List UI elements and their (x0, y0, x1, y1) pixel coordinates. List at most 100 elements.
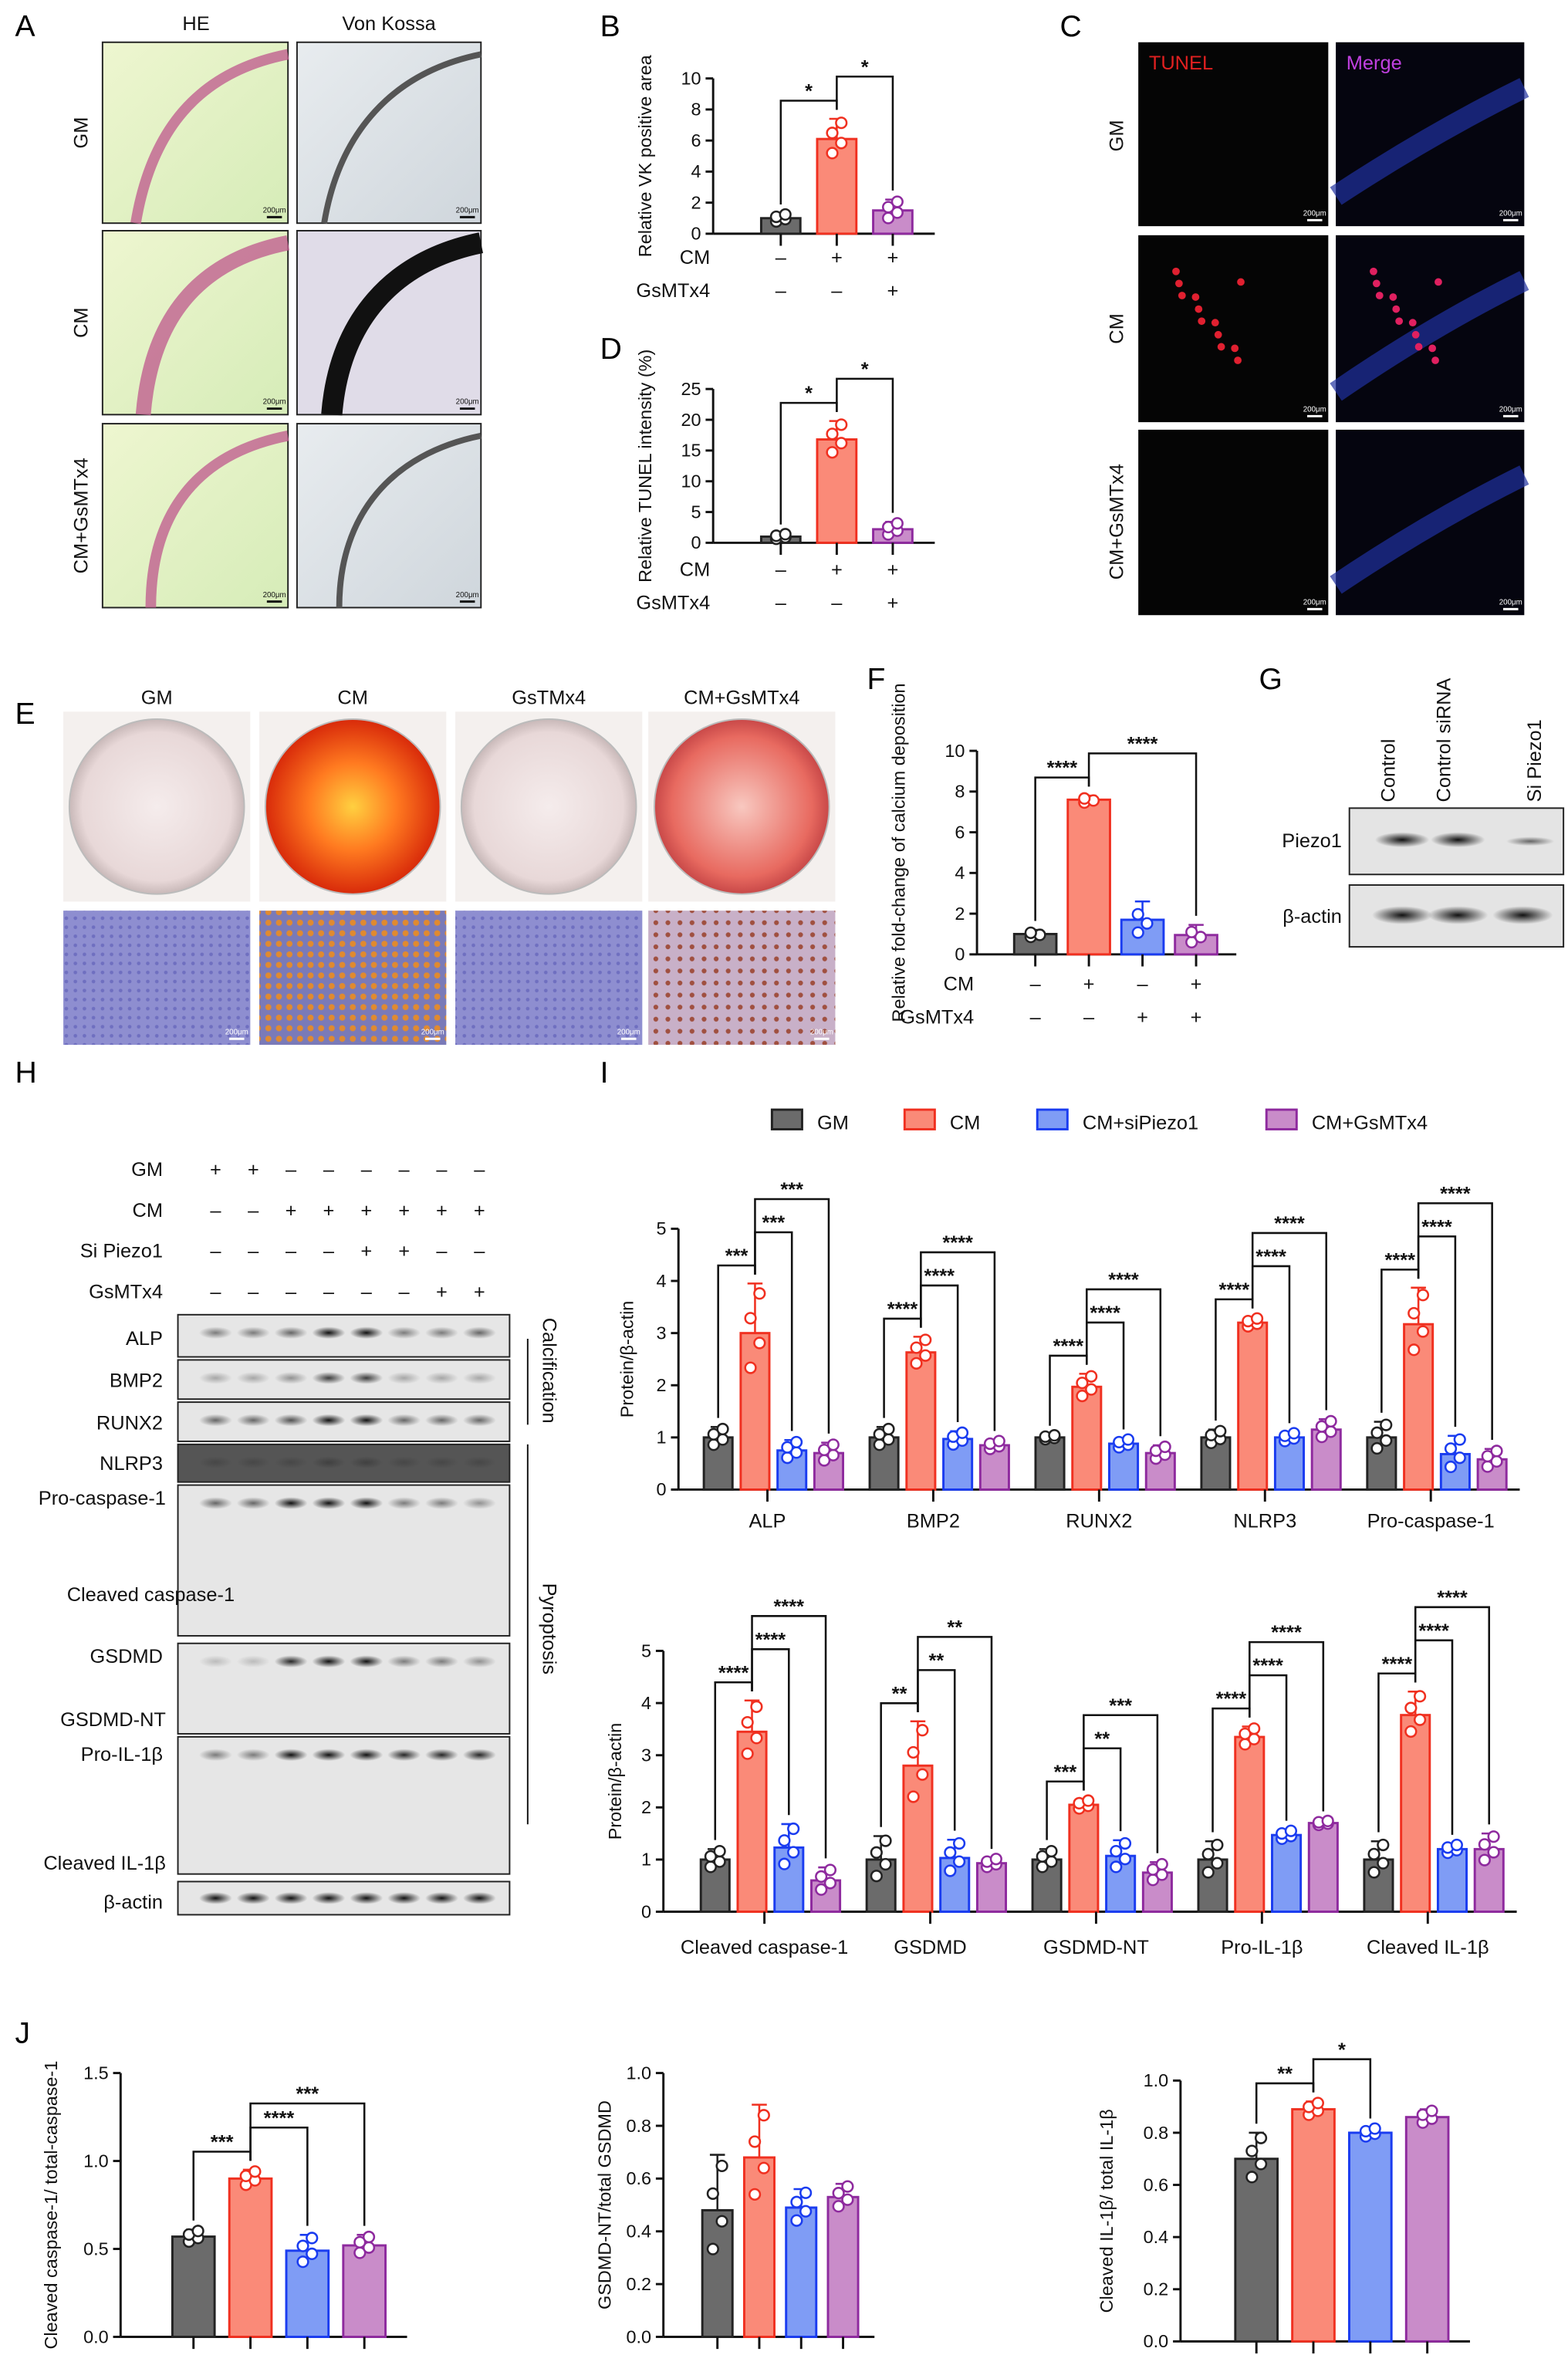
blot-label: Cleaved caspase-1 (67, 1584, 235, 1606)
treatment-value: – (323, 1281, 335, 1303)
significance-label: *** (1054, 1762, 1077, 1783)
lane-label: Si Piezo1 (1524, 719, 1546, 802)
data-point (296, 2255, 309, 2269)
y-tick-label: 0 (641, 1901, 651, 1921)
data-point (1315, 1420, 1328, 1433)
panel-label: F (867, 663, 885, 696)
condition-label: GsMTx4 (900, 1007, 974, 1029)
blot-label: Pro-caspase-1 (39, 1488, 166, 1509)
data-point (916, 1724, 929, 1737)
bar (736, 1730, 768, 1913)
column-header: GM (141, 687, 173, 708)
treatment-value: – (286, 1281, 297, 1303)
legend-swatch (1036, 1108, 1069, 1130)
condition-value: + (1137, 1007, 1148, 1029)
legend-label: CM+GsMTx4 (1312, 1112, 1428, 1134)
chart-i-top: 0 1 2 3 4 5 Protein/β-actin ALP BMP2 RUNX2 NLRP3 Pr… (617, 1179, 1520, 1532)
y-tick-label: 1 (641, 1850, 651, 1870)
bar (826, 2195, 860, 2338)
blot-band (387, 1414, 421, 1427)
data-point (1078, 792, 1091, 805)
treatment-value: – (210, 1241, 221, 1262)
dapi-signal (1330, 465, 1529, 594)
y-tick-label: 10 (681, 68, 701, 88)
tunel-label: TUNEL (1149, 52, 1213, 74)
blot-band (350, 1372, 384, 1384)
treatment-value: – (436, 1241, 448, 1262)
bar (1234, 2157, 1279, 2343)
blot-band (424, 1655, 458, 1667)
significance-label: *** (762, 1212, 785, 1234)
chart-f: 0 2 4 6 8 10 Relative fold-change of calcium d… (888, 683, 1237, 1029)
y-tick-label: 0.2 (1144, 2279, 1169, 2299)
significance-label: *** (1109, 1695, 1132, 1717)
panel-label: E (15, 698, 35, 731)
panel-g: G Control Control siRNA Si Piezo1 Piezo1… (1259, 663, 1565, 948)
blot-band (198, 1414, 232, 1427)
blot-band (236, 1497, 270, 1509)
data-point (910, 1357, 923, 1370)
significance-bracket (917, 1636, 993, 1850)
treatment-label: GM (131, 1159, 163, 1181)
group-label-pyroptosis: Pyroptosis (538, 1583, 559, 1675)
y-tick-label: 10 (945, 741, 965, 761)
blot-band (198, 1892, 232, 1904)
significance-label: ** (1094, 1728, 1110, 1750)
data-point (1380, 1434, 1393, 1448)
blot-band (462, 1326, 496, 1340)
tunel-signal (1175, 279, 1183, 288)
dapi-signal (1330, 271, 1529, 401)
data-point (706, 2187, 719, 2200)
blot-band (274, 1892, 308, 1904)
y-tick-label: 0.2 (626, 2274, 651, 2294)
data-point (1487, 1846, 1500, 1859)
blot-strip (177, 1735, 511, 1875)
blot-band (312, 1655, 346, 1667)
blot-label: RUNX2 (96, 1412, 163, 1434)
blot-band (236, 1414, 270, 1427)
tunel-signal (1211, 319, 1219, 327)
data-point (870, 1846, 883, 1859)
data-point (835, 137, 848, 150)
blot-band (462, 1456, 496, 1469)
data-point (1201, 1866, 1215, 1879)
data-point (817, 1443, 831, 1457)
data-point (989, 1853, 1002, 1866)
significance-label: **** (1219, 1279, 1250, 1301)
data-point (881, 201, 895, 214)
legend-label: GM (817, 1112, 849, 1134)
significance-label: **** (718, 1662, 749, 1684)
blot-band (236, 1655, 270, 1667)
data-point (1368, 2122, 1381, 2135)
blot-band (462, 1372, 496, 1384)
blot-label: Cleaved IL-1β (43, 1853, 166, 1874)
blot-band (1372, 906, 1433, 924)
data-point (815, 1883, 828, 1896)
blot-band (387, 1497, 421, 1509)
scale-bar-label: 200μm (263, 591, 286, 600)
lane-label: Control siRNA (1434, 678, 1455, 802)
data-point (1082, 1794, 1095, 1807)
y-axis-label: Relative TUNEL intensity (%) (635, 350, 655, 583)
data-point (823, 1877, 837, 1890)
y-axis-label: Cleaved IL-1β/ total IL-1β (1097, 2109, 1117, 2313)
significance-label: **** (1440, 1183, 1471, 1205)
data-point (790, 2195, 803, 2208)
panel-i: I GM CM CM+siPiezo1 CM+GsMTx4 (600, 1056, 1428, 1134)
blot-label: NLRP3 (100, 1453, 163, 1475)
panel-e: E GM 200μm CM 200μm GsTMx4 200μm CM+GsMTx4 200μ… (15, 687, 836, 1046)
blot-band (198, 1372, 232, 1384)
data-point (789, 1435, 803, 1449)
bar (701, 2208, 734, 2338)
blot-band (312, 1892, 346, 1904)
condition-value: + (1191, 1007, 1202, 1029)
panel-label: I (600, 1056, 609, 1090)
data-point (1036, 1850, 1049, 1863)
y-tick-label: 15 (681, 441, 701, 461)
blot-band (1428, 906, 1489, 924)
data-point (944, 1846, 957, 1859)
significance-bracket (836, 377, 894, 513)
tunel-signal (1231, 344, 1239, 353)
data-point (1311, 2097, 1324, 2110)
condition-label: CM (680, 247, 711, 269)
